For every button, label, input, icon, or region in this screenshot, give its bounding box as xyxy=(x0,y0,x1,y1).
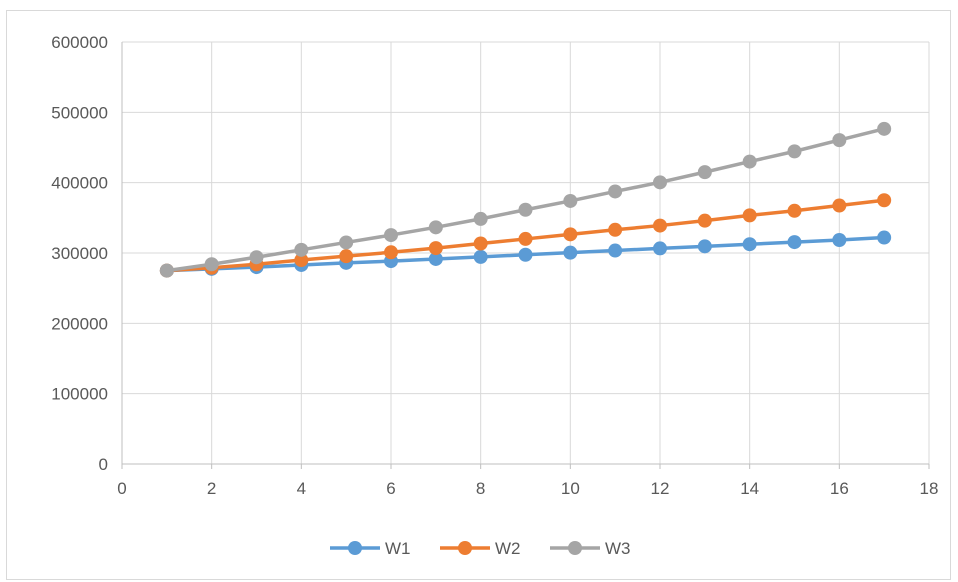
y-tick-label: 300000 xyxy=(51,244,108,263)
data-point xyxy=(563,245,578,260)
x-tick-label: 16 xyxy=(830,479,849,498)
series-w2 xyxy=(159,193,892,278)
data-point xyxy=(428,220,443,235)
data-point xyxy=(742,208,757,223)
legend-marker xyxy=(568,541,582,555)
y-tick-labels: 0 100000 200000 300000 400000 500000 600000 xyxy=(51,33,108,474)
data-point xyxy=(563,227,578,242)
data-point xyxy=(787,203,802,218)
y-tick-label: 0 xyxy=(99,455,108,474)
data-point xyxy=(249,250,264,265)
data-point xyxy=(339,235,354,250)
x-tick-label: 4 xyxy=(297,479,306,498)
data-point xyxy=(473,236,488,251)
data-point xyxy=(653,241,667,256)
y-tick-label: 100000 xyxy=(51,385,108,404)
x-tick-label: 12 xyxy=(651,479,670,498)
data-point xyxy=(428,241,443,256)
legend-item-w1[interactable]: W1 xyxy=(330,539,411,558)
x-tick-label: 6 xyxy=(386,479,395,498)
data-point xyxy=(518,202,533,217)
y-tick-label: 400000 xyxy=(51,174,108,193)
data-point xyxy=(428,251,443,266)
legend-label: W1 xyxy=(385,539,411,558)
x-tick-label: 2 xyxy=(207,479,216,498)
legend-item-w2[interactable]: W2 xyxy=(440,539,521,558)
data-point xyxy=(339,249,354,264)
series-lines xyxy=(159,121,892,278)
data-point xyxy=(877,193,892,208)
legend-label: W2 xyxy=(495,539,521,558)
chart-frame: 0 2 4 6 8 10 12 14 16 18 0 100000 200000 300000 40000… xyxy=(6,10,951,580)
series-w3 xyxy=(159,121,892,278)
data-point xyxy=(384,245,398,260)
legend-marker xyxy=(458,541,472,555)
data-point xyxy=(608,222,623,237)
axes xyxy=(121,42,930,469)
data-point xyxy=(653,218,667,233)
data-point xyxy=(832,198,847,213)
x-tick-label: 14 xyxy=(740,479,759,498)
legend: W1 W2 W3 xyxy=(330,539,631,558)
data-point xyxy=(294,253,309,268)
data-point xyxy=(653,175,667,190)
data-point xyxy=(787,235,802,250)
data-point xyxy=(159,263,174,278)
data-point xyxy=(787,144,802,159)
data-point xyxy=(697,239,712,254)
x-tick-label: 8 xyxy=(476,479,485,498)
data-point xyxy=(384,228,398,243)
data-point xyxy=(473,211,488,226)
data-point xyxy=(518,247,533,262)
x-tick-label: 18 xyxy=(920,479,939,498)
y-tick-label: 200000 xyxy=(51,314,108,333)
grid-lines xyxy=(122,41,930,464)
legend-item-w3[interactable]: W3 xyxy=(550,539,631,558)
data-point xyxy=(877,121,892,136)
legend-marker xyxy=(348,541,362,555)
data-point xyxy=(877,230,892,245)
x-tick-labels: 0 2 4 6 8 10 12 14 16 18 xyxy=(117,479,938,498)
data-point xyxy=(742,237,757,252)
data-point xyxy=(608,184,623,199)
data-point xyxy=(294,242,309,257)
x-tick-label: 10 xyxy=(561,479,580,498)
data-point xyxy=(832,232,847,247)
data-point xyxy=(608,243,623,258)
data-point xyxy=(563,193,578,208)
y-tick-label: 600000 xyxy=(51,33,108,52)
data-point xyxy=(742,154,757,169)
data-point xyxy=(204,257,219,272)
data-point xyxy=(697,213,712,228)
legend-label: W3 xyxy=(605,539,631,558)
data-point xyxy=(697,165,712,180)
y-tick-label: 500000 xyxy=(51,103,108,122)
x-tick-label: 0 xyxy=(117,479,126,498)
data-point xyxy=(473,249,488,264)
data-point xyxy=(832,133,847,148)
line-chart: 0 2 4 6 8 10 12 14 16 18 0 100000 200000 300000 40000… xyxy=(51,33,938,558)
data-point xyxy=(518,231,533,246)
